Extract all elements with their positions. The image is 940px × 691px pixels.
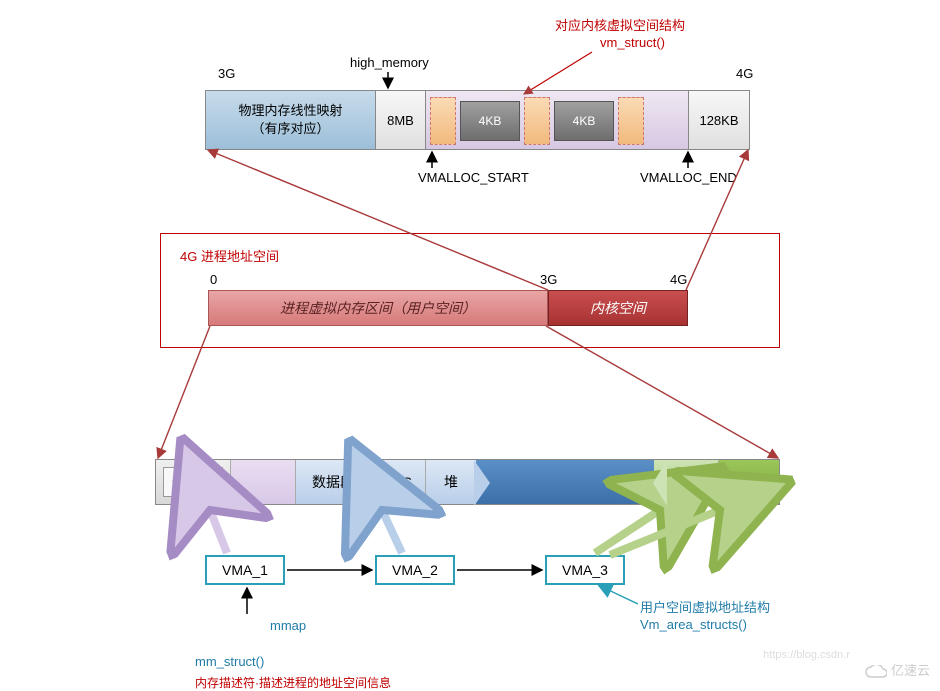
seg-vmalloc: 4KB 4KB: [426, 91, 689, 149]
watermark-logo: 亿速云: [865, 660, 930, 679]
guard-1: [430, 97, 456, 145]
vma-1-box: VMA_1: [205, 555, 285, 585]
watermark-text: 亿速云: [891, 663, 930, 678]
seg-mmap-region: [476, 460, 654, 504]
lbl-vmalloc-end: VMALLOC_END: [640, 170, 737, 185]
lbl-4g-top: 4G: [736, 66, 753, 81]
vm-struct-fn: vm_struct(): [600, 35, 665, 50]
seg-data: 数据段: [296, 460, 371, 504]
process-space-bar: 进程虚拟内存区间（用户空间） 内核空间: [208, 290, 688, 326]
user-annot-title: 用户空间虚拟地址结构: [640, 597, 770, 616]
page-4kb-a: 4KB: [460, 101, 520, 141]
seg-end: [719, 460, 779, 504]
lbl-mm-struct: mm_struct(): [195, 654, 264, 669]
seg-stack: 栈: [654, 460, 719, 504]
lbl-3g-top: 3G: [218, 66, 235, 81]
heap-arrow-icon: [474, 460, 490, 506]
lbl-mmap: mmap: [270, 618, 306, 633]
guard-3: [618, 97, 644, 145]
tick-4g: 4G: [670, 272, 687, 287]
seg-kernel-space: 内核空间: [548, 290, 688, 326]
frame-title: 4G 进程地址空间: [180, 246, 279, 265]
kernel-space-bar: 物理内存线性映射 （有序对应） 8MB 4KB 4KB 128KB: [205, 90, 750, 150]
user-space-bar: 代码段 数据段 BSS 堆 栈: [155, 459, 780, 505]
lbl-mm-struct-sub: 内存描述符·描述进程的地址空间信息: [195, 674, 391, 691]
phys-l1: 物理内存线性映射: [238, 103, 342, 118]
watermark-url: https://blog.csdn.r: [763, 649, 850, 661]
guard-2: [524, 97, 550, 145]
seg-code: 代码段: [156, 460, 231, 504]
seg-heap: 堆: [426, 460, 476, 504]
tick-0: 0: [210, 272, 217, 287]
stack-arrow-icon: [653, 460, 667, 506]
vma-2-box: VMA_2: [375, 555, 455, 585]
seg-code-inner: 代码段: [163, 467, 223, 497]
heap-label: 堆: [444, 472, 458, 492]
vm-struct-title: 对应内核虚拟空间结构: [555, 15, 685, 34]
user-annot-fn: Vm_area_structs(): [640, 617, 747, 632]
lbl-vmalloc-start: VMALLOC_START: [418, 170, 529, 185]
seg-user-space: 进程虚拟内存区间（用户空间）: [208, 290, 548, 326]
phys-l2: （有序对应）: [251, 121, 329, 136]
seg-128kb: 128KB: [689, 91, 749, 149]
seg-phys-map: 物理内存线性映射 （有序对应）: [206, 91, 376, 149]
seg-gap: [231, 460, 296, 504]
lbl-highmem: high_memory: [350, 55, 429, 70]
seg-8mb: 8MB: [376, 91, 426, 149]
tick-3g: 3G: [540, 272, 557, 287]
page-4kb-b: 4KB: [554, 101, 614, 141]
seg-bss: BSS: [371, 460, 426, 504]
vma-3-box: VMA_3: [545, 555, 625, 585]
stack-label: 栈: [679, 472, 693, 492]
